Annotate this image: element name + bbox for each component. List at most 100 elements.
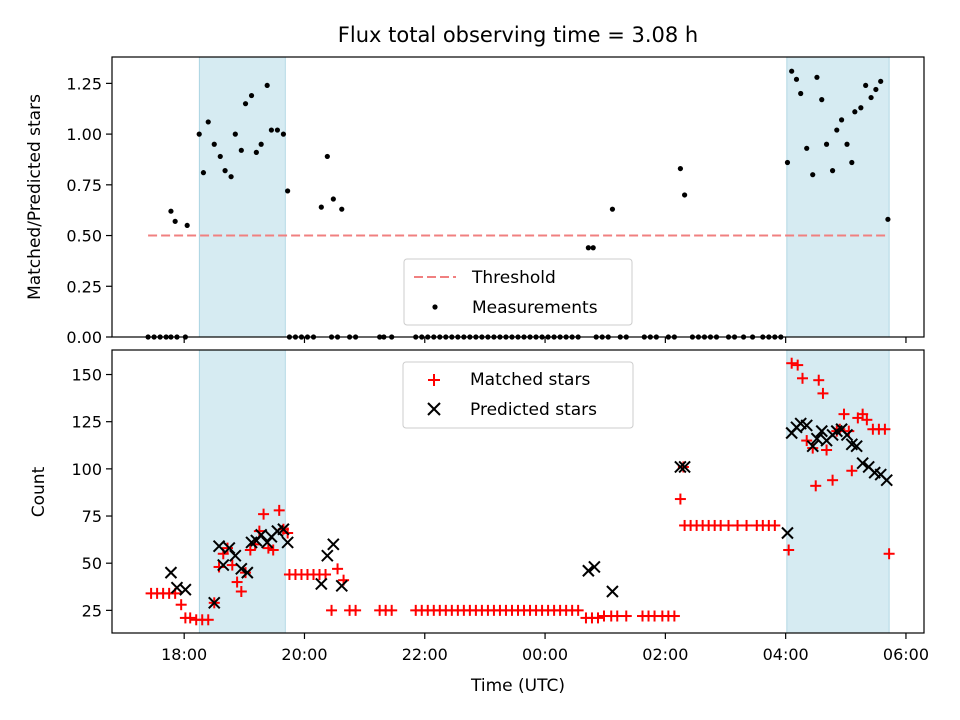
predicted-star-point bbox=[840, 428, 854, 442]
matched-star-point bbox=[231, 576, 243, 588]
measurement-point bbox=[200, 170, 207, 176]
matched-star-point bbox=[202, 614, 214, 626]
measurement-point bbox=[814, 74, 820, 80]
top-y-axis-label: Matched/Predicted stars bbox=[25, 94, 45, 300]
measurement-point bbox=[819, 97, 825, 103]
measurement-point bbox=[248, 92, 255, 99]
predicted-star-point bbox=[217, 558, 230, 572]
measurement-point bbox=[264, 82, 270, 89]
matched-star-point bbox=[668, 610, 680, 622]
measurement-point bbox=[211, 141, 217, 147]
x-tick-label: 06:00 bbox=[883, 645, 929, 664]
matched-star-point bbox=[857, 408, 869, 420]
measurement-point bbox=[324, 153, 330, 160]
predicted-star-point bbox=[678, 460, 691, 474]
matched-star-point bbox=[813, 374, 825, 386]
matched-star-point bbox=[846, 465, 858, 477]
measurements-legend-swatch bbox=[432, 304, 438, 310]
y-tick-label: 1.25 bbox=[66, 74, 102, 93]
matched-star-point bbox=[821, 444, 833, 456]
matched-star-point bbox=[572, 604, 584, 616]
x-tick-label: 18:00 bbox=[161, 645, 207, 664]
measurement-point bbox=[228, 174, 234, 180]
measurement-point bbox=[868, 94, 874, 101]
measurement-point bbox=[172, 218, 178, 224]
measurement-point bbox=[609, 206, 616, 212]
measurement-point bbox=[222, 168, 228, 174]
matched-star-point bbox=[879, 423, 891, 435]
measurement-point bbox=[217, 153, 223, 160]
matched-star-point bbox=[843, 425, 855, 437]
x-tick-label: 22:00 bbox=[402, 645, 448, 664]
measurement-point bbox=[285, 188, 291, 194]
predicted-star-point bbox=[229, 549, 242, 562]
bottom-plot-frame bbox=[111, 349, 925, 634]
bottom-legend-box bbox=[402, 361, 634, 429]
measurement-point bbox=[242, 101, 249, 107]
matched-stars-points bbox=[145, 357, 895, 626]
y-tick-label: 25 bbox=[82, 601, 102, 620]
predicted-star-point bbox=[179, 583, 192, 596]
predicted-star-point bbox=[260, 536, 274, 549]
predicted-star-point bbox=[223, 541, 236, 555]
shaded-interval bbox=[198, 349, 286, 634]
predicted-star-point bbox=[315, 577, 328, 591]
measurement-point bbox=[793, 76, 800, 82]
measurement-point bbox=[590, 245, 596, 251]
predicted-star-point bbox=[212, 540, 226, 553]
measurement-point bbox=[863, 82, 869, 89]
y-tick-label: 150 bbox=[71, 366, 102, 385]
matched-star-point bbox=[838, 408, 850, 420]
matched-star-point bbox=[253, 525, 265, 537]
matched-star-point bbox=[332, 563, 344, 575]
predicted-star-point bbox=[277, 523, 290, 536]
matched-star-point bbox=[244, 544, 256, 556]
ratio-panel: 0.00 0.25 0.50 0.75 1.00 1.25 Flux total obse… bbox=[25, 23, 925, 347]
predicted-star-point bbox=[588, 560, 601, 574]
x-tick-label: 00:00 bbox=[522, 645, 568, 664]
predicted-legend-label: Predicted stars bbox=[470, 400, 597, 420]
measurement-point bbox=[798, 90, 804, 97]
matched-star-point bbox=[235, 585, 247, 597]
predicted-star-point bbox=[800, 419, 813, 432]
predicted-star-point bbox=[856, 456, 869, 470]
measurement-point bbox=[238, 147, 244, 153]
predicted-star-point bbox=[674, 460, 687, 474]
measurement-point bbox=[682, 192, 688, 198]
shaded-interval bbox=[786, 56, 890, 338]
measurement-point bbox=[834, 127, 840, 133]
y-tick-label: 0.00 bbox=[66, 328, 102, 347]
bottom-y-axis-label: Count bbox=[29, 466, 49, 517]
matched-star-point bbox=[769, 519, 781, 531]
top-x-ticks bbox=[183, 337, 907, 343]
predicted-star-point bbox=[806, 440, 819, 453]
count-panel: 25 50 75 100 125 150 18:00 20:00 22:00 00:00 02:0… bbox=[29, 349, 929, 696]
threshold-legend-label: Threshold bbox=[471, 268, 556, 288]
measurement-point bbox=[810, 172, 816, 178]
measurement-point bbox=[196, 131, 202, 137]
x-axis-label: Time (UTC) bbox=[470, 676, 565, 696]
measurement-point bbox=[168, 208, 174, 214]
matched-star-point bbox=[592, 612, 604, 624]
measurement-point bbox=[852, 109, 858, 115]
measurement-point bbox=[318, 204, 324, 210]
measurement-point bbox=[205, 119, 211, 125]
matched-star-point bbox=[221, 542, 233, 554]
predicted-star-point bbox=[164, 566, 178, 579]
measurement-point bbox=[784, 159, 791, 166]
matched-star-point bbox=[226, 559, 238, 571]
predicted-star-point bbox=[810, 432, 824, 445]
matched-star-point bbox=[883, 548, 895, 560]
y-tick-label: 0.25 bbox=[66, 277, 102, 296]
measurement-point bbox=[253, 149, 259, 155]
x-tick-label: 20:00 bbox=[281, 645, 327, 664]
bottom-x-ticks: 18:00 20:00 22:00 00:00 02:00 04:00 06:00 bbox=[161, 633, 929, 664]
matched-star-point bbox=[807, 442, 819, 454]
y-tick-label: 75 bbox=[82, 507, 102, 526]
matched-star-point bbox=[273, 504, 285, 516]
y-tick-label: 100 bbox=[71, 460, 102, 479]
measurement-point bbox=[268, 127, 274, 133]
matched-star-point bbox=[350, 604, 362, 616]
measurement-point bbox=[844, 141, 850, 147]
measurement-point bbox=[878, 78, 884, 84]
